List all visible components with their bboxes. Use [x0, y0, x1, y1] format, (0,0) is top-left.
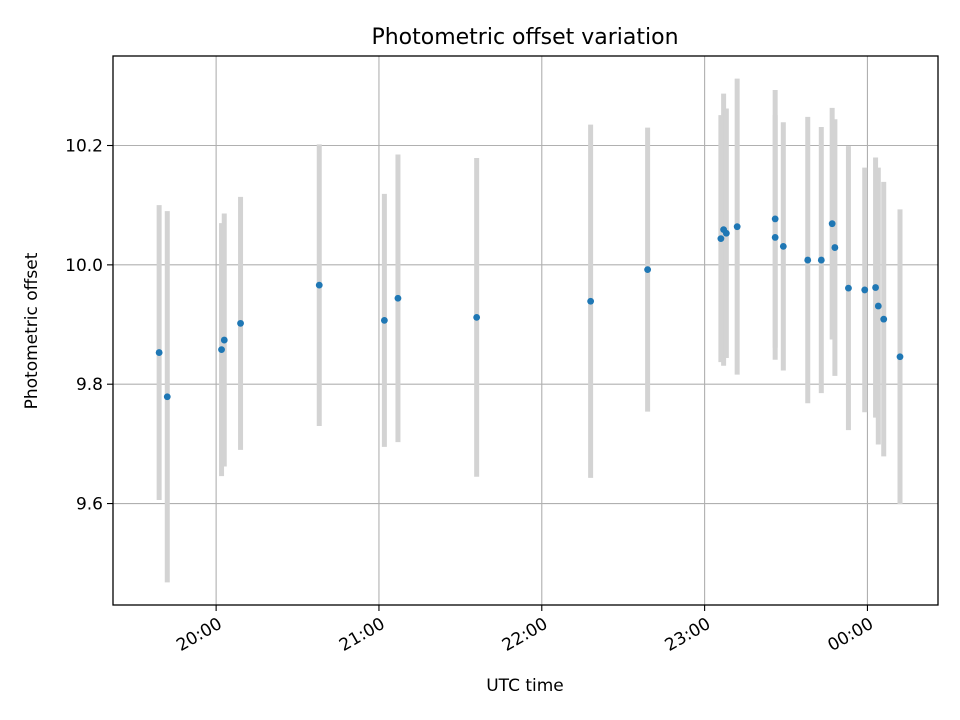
data-point [218, 346, 225, 353]
data-point [831, 244, 839, 251]
data-point [315, 281, 323, 289]
point-layer [155, 215, 904, 401]
data-point [394, 294, 402, 302]
data-point [733, 223, 741, 231]
data-point [473, 313, 481, 321]
data-point [845, 284, 852, 292]
data-point [380, 316, 388, 324]
data-point [880, 315, 888, 323]
data-point [163, 393, 171, 401]
data-point [804, 256, 812, 264]
data-point [771, 215, 779, 223]
chart-title: Photometric offset variation [371, 25, 678, 50]
data-point [771, 234, 779, 241]
data-point [828, 220, 836, 228]
data-point [817, 256, 825, 264]
data-point [779, 242, 787, 250]
y-axis-label: Photometric offset [22, 252, 42, 409]
data-point [717, 235, 725, 243]
x-axis-label: UTC time [486, 676, 564, 696]
data-point [861, 286, 869, 294]
y-tick-label: 10.2 [65, 137, 103, 157]
data-point [874, 302, 882, 310]
data-point [896, 353, 904, 361]
data-point [644, 266, 652, 274]
y-tick-label: 9.6 [76, 495, 103, 515]
plot-frame [112, 55, 939, 606]
data-point [872, 284, 879, 291]
data-point [155, 349, 163, 356]
data-point [237, 319, 244, 327]
y-tick-label: 9.8 [76, 375, 103, 395]
data-point [722, 229, 730, 237]
grid-layer [113, 56, 938, 605]
y-tick-label: 10.0 [65, 256, 103, 276]
data-point [587, 297, 595, 305]
data-point [220, 336, 228, 344]
